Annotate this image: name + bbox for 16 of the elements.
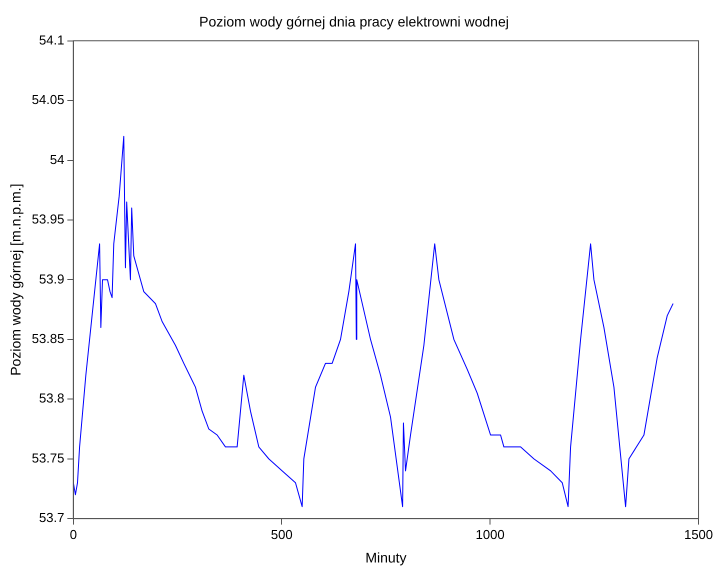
y-tick-label: 53.75 <box>32 450 64 466</box>
x-tick-label: 0 <box>70 526 77 542</box>
x-tick-label: 1000 <box>476 526 505 542</box>
y-tick-label: 54 <box>50 152 64 167</box>
y-tick-label: 54.1 <box>39 32 64 48</box>
y-tick-label: 53.95 <box>32 212 64 227</box>
y-tick-label: 53.7 <box>39 510 64 526</box>
y-tick-label: 54.05 <box>32 92 64 108</box>
x-tick-label: 1500 <box>684 526 713 542</box>
x-axis-title: Minuty <box>365 549 407 566</box>
y-tick-label: 53.85 <box>32 331 64 346</box>
y-axis-title: Poziom wody górnej [m.n.p.m.] <box>7 184 24 376</box>
y-tick-label: 53.8 <box>39 390 64 406</box>
x-tick-label: 500 <box>270 526 293 542</box>
chart-title: Poziom wody górnej dnia pracy elektrowni wodnej <box>199 13 509 30</box>
y-tick-label: 53.9 <box>39 271 64 286</box>
